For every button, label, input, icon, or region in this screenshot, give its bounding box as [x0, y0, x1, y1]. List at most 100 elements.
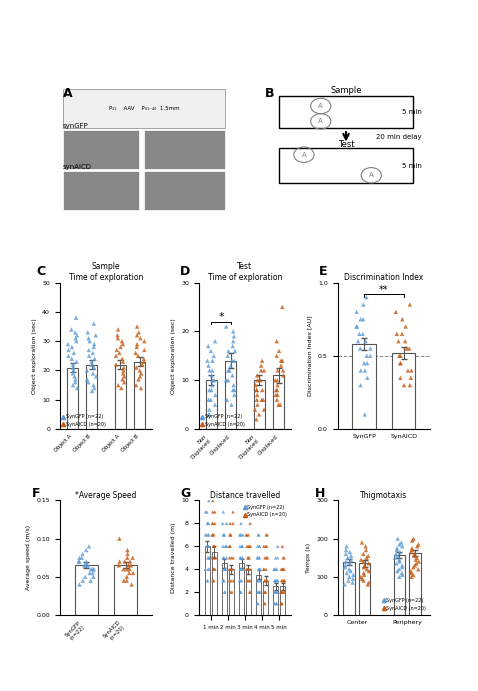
Point	[134, 350, 142, 361]
Point	[204, 518, 212, 529]
Point	[343, 541, 350, 552]
Point	[261, 575, 269, 586]
Point	[226, 541, 234, 552]
Bar	[280, 587, 285, 615]
Point	[124, 545, 131, 556]
Point	[205, 341, 212, 352]
Point	[262, 552, 270, 563]
Point	[236, 552, 244, 563]
Point	[274, 552, 282, 563]
Point	[341, 560, 349, 571]
Point	[112, 350, 120, 361]
Bar	[273, 587, 278, 615]
Point	[133, 321, 141, 332]
Point	[255, 587, 263, 598]
Point	[114, 330, 121, 341]
Point	[207, 395, 215, 406]
Point	[123, 571, 130, 583]
Point	[244, 541, 252, 552]
Point	[114, 379, 122, 390]
Point	[365, 558, 372, 569]
Point	[245, 575, 253, 586]
Bar	[273, 375, 284, 429]
Point	[256, 575, 263, 586]
Point	[141, 336, 148, 347]
Point	[270, 564, 278, 575]
Point	[245, 529, 252, 540]
Point	[128, 579, 135, 590]
Point	[219, 529, 227, 540]
Point	[272, 375, 279, 386]
Point	[404, 365, 412, 376]
Point	[140, 356, 148, 367]
Point	[272, 587, 280, 598]
Bar	[263, 580, 268, 615]
Point	[357, 554, 365, 565]
Bar	[115, 365, 126, 429]
Point	[359, 314, 367, 325]
Point	[222, 541, 230, 552]
Point	[89, 567, 97, 578]
Point	[124, 549, 131, 560]
Point	[229, 518, 237, 529]
Point	[359, 549, 367, 560]
Point	[208, 518, 216, 529]
Point	[205, 529, 212, 540]
Bar	[114, 565, 138, 615]
Text: A: A	[302, 152, 306, 158]
Point	[360, 562, 368, 573]
Point	[260, 365, 268, 376]
Point	[244, 552, 251, 563]
Point	[392, 558, 400, 569]
Point	[239, 541, 246, 552]
Point	[345, 575, 352, 586]
Point	[246, 541, 253, 552]
Point	[272, 587, 280, 598]
Point	[272, 598, 280, 609]
Point	[281, 575, 288, 586]
Point	[277, 360, 285, 371]
Point	[262, 575, 270, 586]
Point	[346, 571, 353, 583]
Point	[395, 571, 403, 583]
Bar	[393, 555, 405, 615]
Bar	[86, 365, 98, 429]
Point	[137, 332, 144, 343]
Point	[238, 564, 245, 575]
Point	[205, 552, 213, 563]
Point	[270, 564, 278, 575]
Point	[208, 529, 216, 540]
Point	[363, 350, 370, 361]
Point	[209, 379, 217, 390]
Text: Sample: Sample	[330, 86, 362, 95]
Point	[206, 365, 213, 376]
Point	[91, 353, 98, 364]
Point	[407, 565, 415, 576]
Point	[358, 537, 366, 548]
Point	[273, 598, 281, 609]
Point	[82, 560, 89, 571]
Point	[257, 365, 265, 376]
Point	[65, 344, 72, 355]
Point	[344, 552, 351, 563]
Point	[393, 328, 401, 339]
Point	[229, 326, 237, 337]
Point	[343, 567, 351, 578]
Point	[120, 564, 127, 575]
Point	[262, 541, 270, 552]
Y-axis label: Object exploration (sec): Object exploration (sec)	[32, 318, 37, 394]
Point	[89, 348, 97, 359]
Point	[206, 409, 213, 420]
Point	[243, 541, 251, 552]
Point	[205, 495, 213, 506]
Point	[76, 556, 83, 567]
Point	[228, 355, 236, 366]
Point	[127, 560, 135, 571]
Text: A: A	[318, 118, 323, 124]
Point	[263, 575, 271, 586]
Point	[240, 564, 248, 575]
Point	[125, 560, 132, 571]
Point	[220, 529, 228, 540]
Point	[205, 564, 213, 575]
Point	[132, 379, 140, 390]
